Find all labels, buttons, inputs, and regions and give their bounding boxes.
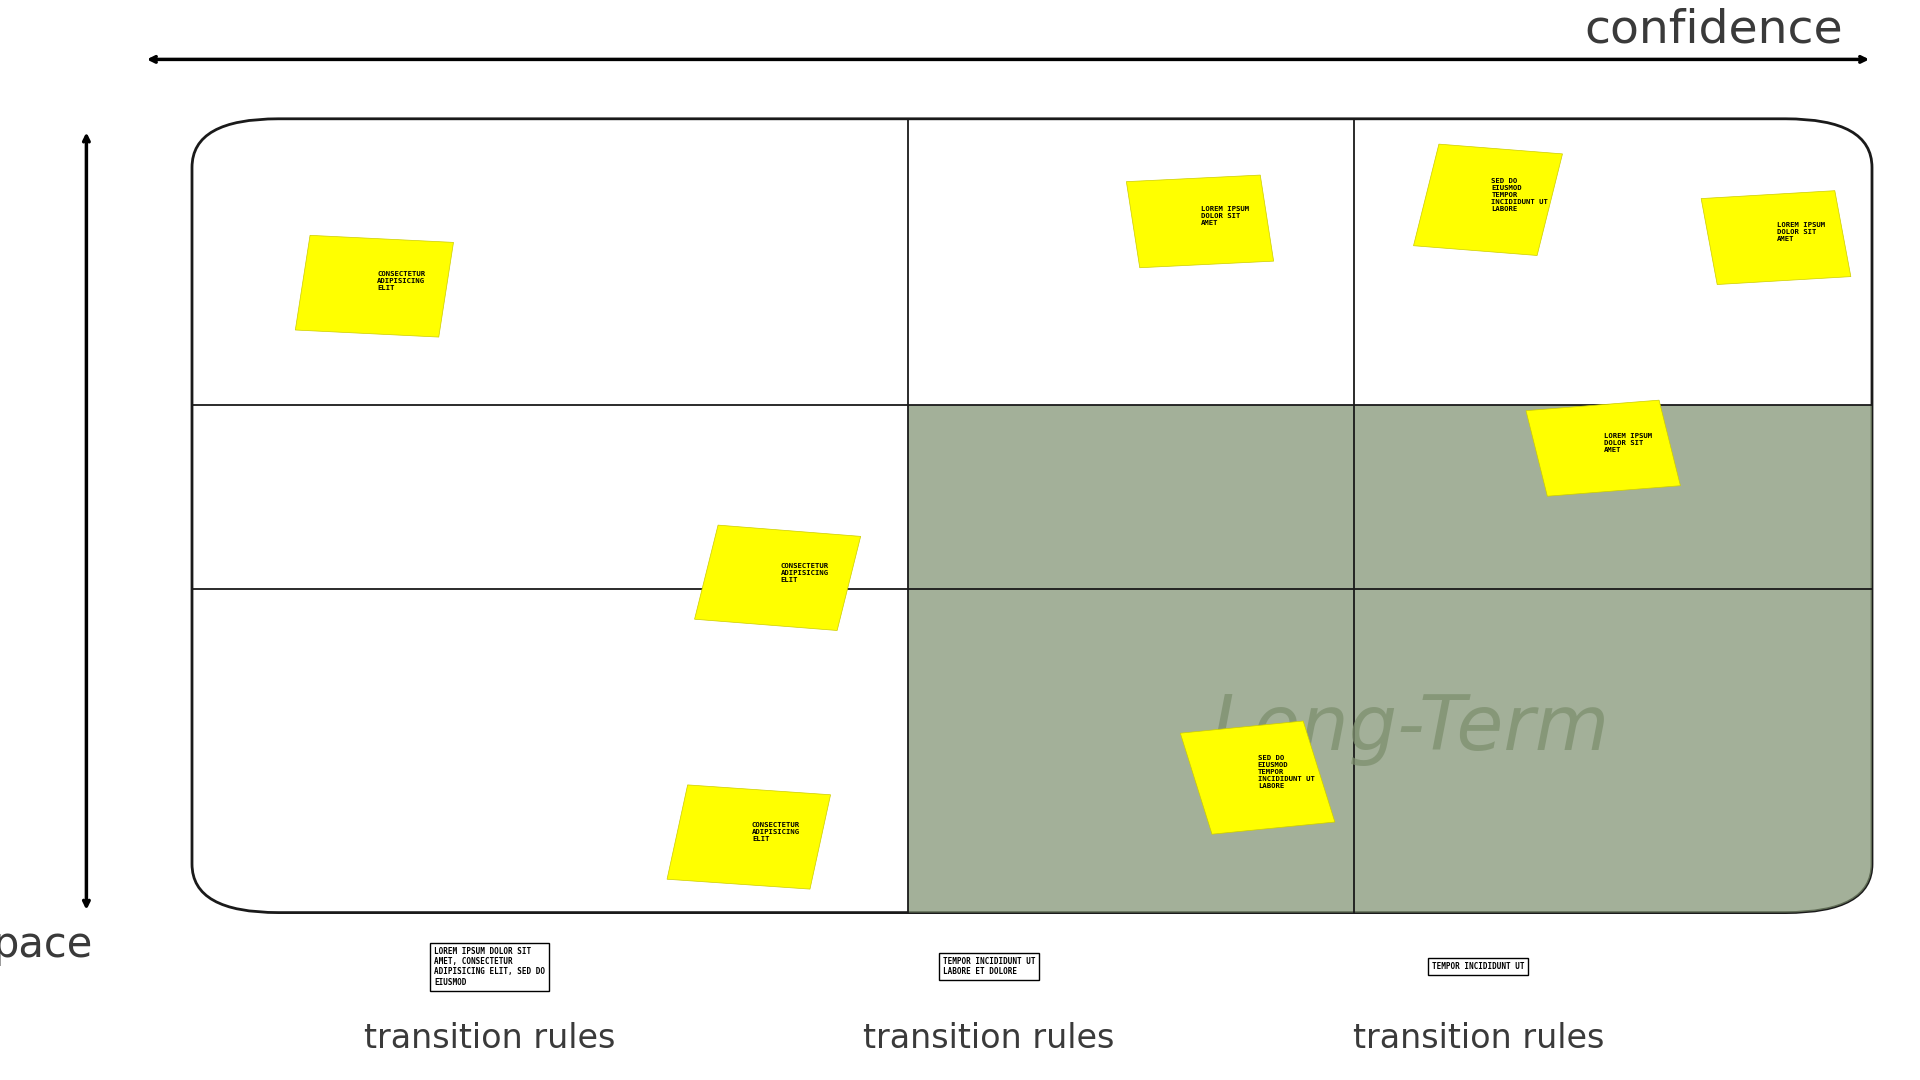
- Text: TEMPOR INCIDIDUNT UT
LABORE ET DOLORE: TEMPOR INCIDIDUNT UT LABORE ET DOLORE: [943, 957, 1035, 976]
- Text: confidence: confidence: [1584, 8, 1843, 53]
- Text: SED DO
EIUSMOD
TEMPOR
INCIDIDUNT UT
LABORE: SED DO EIUSMOD TEMPOR INCIDIDUNT UT LABO…: [1492, 177, 1548, 212]
- Bar: [695, 525, 860, 631]
- Text: CONSECTETUR
ADIPISICING
ELIT: CONSECTETUR ADIPISICING ELIT: [781, 563, 829, 582]
- Bar: [1526, 401, 1680, 496]
- Text: transition rules: transition rules: [365, 1023, 614, 1055]
- Text: Long-Term: Long-Term: [1212, 692, 1611, 766]
- Text: LOREM IPSUM
DOLOR SIT
AMET: LOREM IPSUM DOLOR SIT AMET: [1603, 433, 1651, 453]
- Bar: [1127, 175, 1273, 268]
- Text: LOREM IPSUM
DOLOR SIT
AMET: LOREM IPSUM DOLOR SIT AMET: [1202, 206, 1250, 226]
- Bar: [296, 235, 453, 337]
- Text: LOREM IPSUM DOLOR SIT
AMET, CONSECTETUR
ADIPISICING ELIT, SED DO
EIUSMOD: LOREM IPSUM DOLOR SIT AMET, CONSECTETUR …: [434, 946, 545, 987]
- Text: LOREM IPSUM
DOLOR SIT
AMET: LOREM IPSUM DOLOR SIT AMET: [1776, 222, 1826, 242]
- Bar: [666, 785, 831, 889]
- Bar: [1181, 721, 1334, 834]
- Text: TEMPOR INCIDIDUNT UT: TEMPOR INCIDIDUNT UT: [1432, 962, 1524, 971]
- Text: CONSECTETUR
ADIPISICING
ELIT: CONSECTETUR ADIPISICING ELIT: [376, 271, 424, 291]
- Bar: [1701, 191, 1851, 284]
- Text: SED DO
EIUSMOD
TEMPOR
INCIDIDUNT UT
LABORE: SED DO EIUSMOD TEMPOR INCIDIDUNT UT LABO…: [1258, 755, 1315, 789]
- Text: transition rules: transition rules: [1354, 1023, 1603, 1055]
- Text: CONSECTETUR
ADIPISICING
ELIT: CONSECTETUR ADIPISICING ELIT: [753, 822, 801, 841]
- Text: pace: pace: [0, 924, 92, 966]
- Bar: [1413, 144, 1563, 256]
- FancyBboxPatch shape: [192, 119, 1872, 913]
- Text: transition rules: transition rules: [864, 1023, 1114, 1055]
- Bar: [908, 405, 1872, 913]
